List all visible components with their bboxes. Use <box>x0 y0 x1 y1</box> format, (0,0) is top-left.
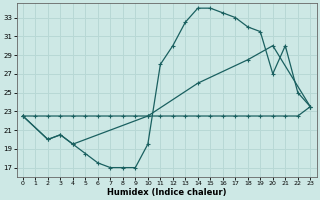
X-axis label: Humidex (Indice chaleur): Humidex (Indice chaleur) <box>107 188 226 197</box>
